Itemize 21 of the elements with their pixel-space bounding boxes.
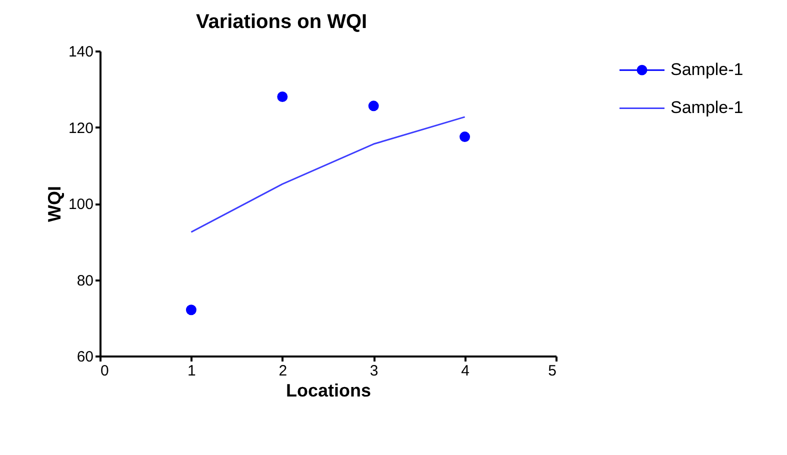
line-series xyxy=(190,116,466,233)
point xyxy=(186,304,196,316)
y-tick-label: 100 xyxy=(68,196,94,213)
x-tick-label: 0 xyxy=(100,362,109,380)
point xyxy=(277,92,288,102)
point xyxy=(368,100,379,112)
x-tick-label: 5 xyxy=(548,362,556,380)
y-tick-label: 80 xyxy=(76,272,94,290)
y-axis-title: WQI xyxy=(44,186,64,222)
x-tick-label: 4 xyxy=(461,362,470,380)
legend-label: Sample-1 xyxy=(670,98,744,118)
y-tick-label: 120 xyxy=(68,120,94,137)
x-axis-title: Locations xyxy=(286,380,372,400)
legend-label: Sample-1 xyxy=(670,60,744,80)
point xyxy=(460,132,470,142)
x-tick-label: 3 xyxy=(370,362,378,380)
y-tick-label: 60 xyxy=(76,348,94,366)
x-tick-label: 1 xyxy=(188,362,196,380)
x-tick-label: 2 xyxy=(278,362,288,380)
chart-title: Variations on WQI xyxy=(196,11,368,33)
y-tick-label: 140 xyxy=(68,44,94,60)
